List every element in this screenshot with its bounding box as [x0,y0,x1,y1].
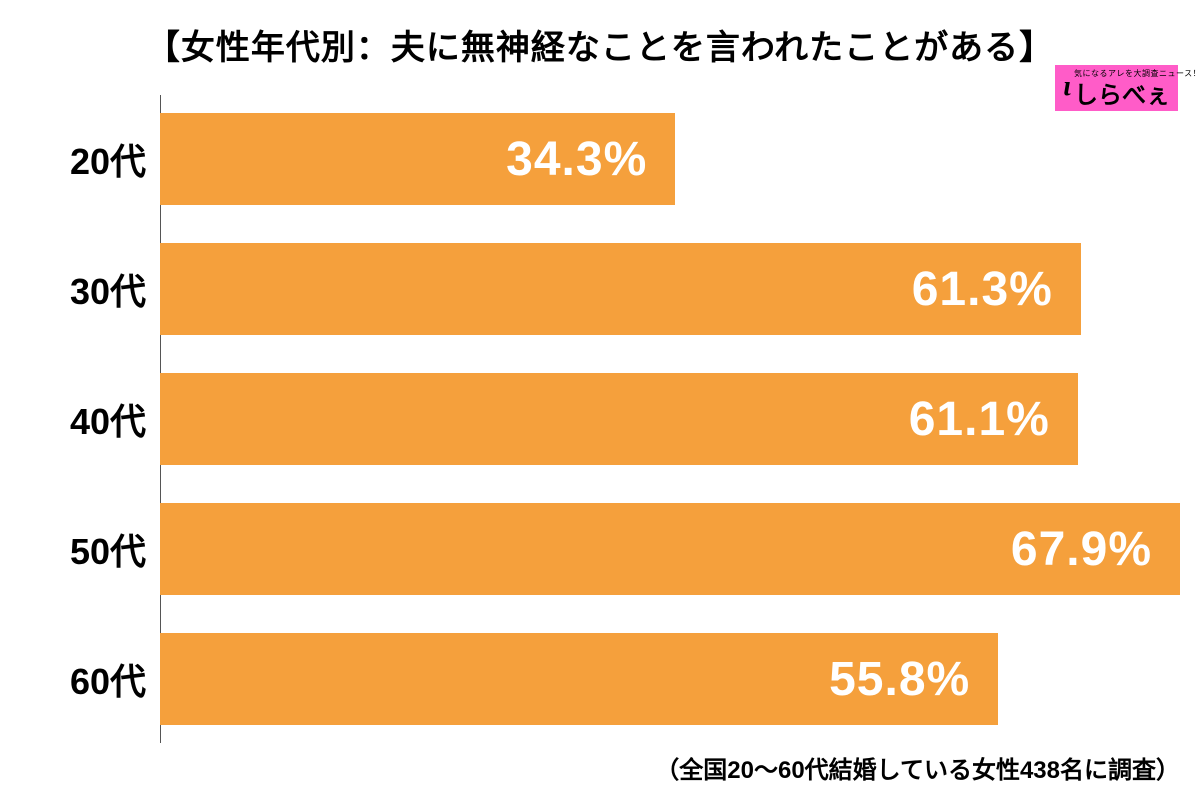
y-axis-label: 30代 [16,263,146,315]
bar: 61.3% [160,243,1081,335]
bar-value-label: 61.1% [909,392,1050,447]
bar-value-label: 55.8% [829,652,970,707]
chart-title: 【女性年代別：夫に無神経なことを言われたことがある】 [0,0,1200,69]
bar-row: 40代61.1% [160,373,1180,465]
bar: 67.9% [160,503,1180,595]
bar: 34.3% [160,113,675,205]
y-axis-label: 20代 [16,133,146,185]
bars-group: 20代34.3% 30代61.3% 40代61.1% 50代67.9% 60代55.8% [160,95,1180,743]
bar-row: 20代34.3% [160,113,1180,205]
bar-row: 30代61.3% [160,243,1180,335]
bar: 61.1% [160,373,1078,465]
bar: 55.8% [160,633,998,725]
bar-value-label: 34.3% [506,132,647,187]
brand-logo-subtext: 気になるアレを大調査ニュース！ [1074,68,1200,79]
bar-row: 50代67.9% [160,503,1180,595]
y-axis-label: 40代 [16,393,146,445]
chart-plot-area: 20代34.3% 30代61.3% 40代61.1% 50代67.9% 60代55.8% [160,95,1180,743]
y-axis-label: 60代 [16,653,146,705]
y-axis-label: 50代 [16,523,146,575]
chart-container: 【女性年代別：夫に無神経なことを言われたことがある】 ι 気になるアレを大調査ニ… [0,0,1200,803]
bar-row: 60代55.8% [160,633,1180,725]
bar-value-label: 67.9% [1011,522,1152,577]
bar-value-label: 61.3% [912,262,1053,317]
chart-footnote: （全国20～60代結婚している女性438名に調査） [655,750,1180,785]
